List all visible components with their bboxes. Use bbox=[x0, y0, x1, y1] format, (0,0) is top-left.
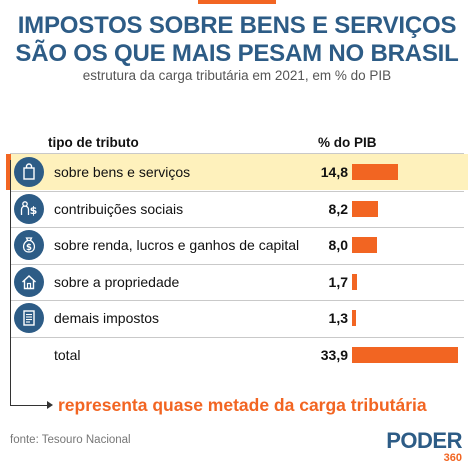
callout-bracket bbox=[10, 160, 11, 405]
category-label: sobre a propriedade bbox=[54, 273, 180, 290]
category-label: contribuições sociais bbox=[54, 200, 184, 217]
row-divider bbox=[10, 263, 464, 265]
bar bbox=[352, 200, 378, 217]
bar bbox=[352, 164, 399, 181]
source-note: fonte: Tesouro Nacional bbox=[10, 434, 131, 446]
value-label: 8,0 bbox=[328, 237, 348, 254]
bar bbox=[352, 310, 357, 327]
column-header-pct: % do PIB bbox=[318, 135, 377, 150]
logo-name: PODER bbox=[386, 428, 462, 453]
brand-logo: PODER 360 bbox=[386, 428, 462, 465]
callout-bracket-line bbox=[10, 405, 50, 406]
value-label: 14,8 bbox=[320, 164, 348, 181]
people-money-icon: $ bbox=[14, 193, 44, 224]
category-label: total bbox=[54, 346, 81, 363]
row-divider bbox=[10, 227, 464, 228]
bar bbox=[352, 237, 377, 254]
callout-arrow-icon bbox=[47, 401, 53, 409]
callout-text: representa quase metade da carga tributá… bbox=[58, 395, 427, 415]
chart-title-line1: IMPOSTOS SOBRE BENS E SERVIÇOS bbox=[17, 12, 457, 39]
row-divider bbox=[10, 190, 464, 192]
money-bag-icon: $ bbox=[14, 230, 44, 261]
category-label: sobre bens e serviços bbox=[54, 164, 191, 181]
highlight-row-marker bbox=[6, 154, 11, 190]
document-icon bbox=[14, 303, 44, 334]
house-icon bbox=[14, 266, 44, 297]
value-label: 1,3 bbox=[328, 310, 348, 327]
value-label: 1,7 bbox=[328, 273, 348, 290]
row-divider bbox=[10, 336, 464, 338]
svg-text:$: $ bbox=[30, 204, 38, 217]
row-divider bbox=[10, 300, 464, 301]
column-header-type: tipo de tributo bbox=[48, 135, 139, 150]
bar bbox=[352, 346, 458, 363]
category-label: demais impostos bbox=[54, 310, 160, 327]
chart-title-line2: SÃO OS QUE MAIS PESAM NO BRASIL bbox=[15, 40, 459, 67]
shopping-bag-icon bbox=[14, 157, 44, 188]
top-accent-bar bbox=[0, 0, 474, 5]
logo-number: 360 bbox=[443, 452, 462, 464]
bar bbox=[352, 273, 358, 290]
value-label: 33,9 bbox=[320, 346, 348, 363]
chart-subtitle: estrutura da carga tributária em 2021, e… bbox=[82, 68, 392, 83]
category-label: sobre renda, lucros e ganhos de capital bbox=[54, 237, 300, 254]
header-divider bbox=[10, 153, 464, 154]
value-label: 8,2 bbox=[328, 200, 348, 217]
svg-text:$: $ bbox=[26, 243, 32, 253]
